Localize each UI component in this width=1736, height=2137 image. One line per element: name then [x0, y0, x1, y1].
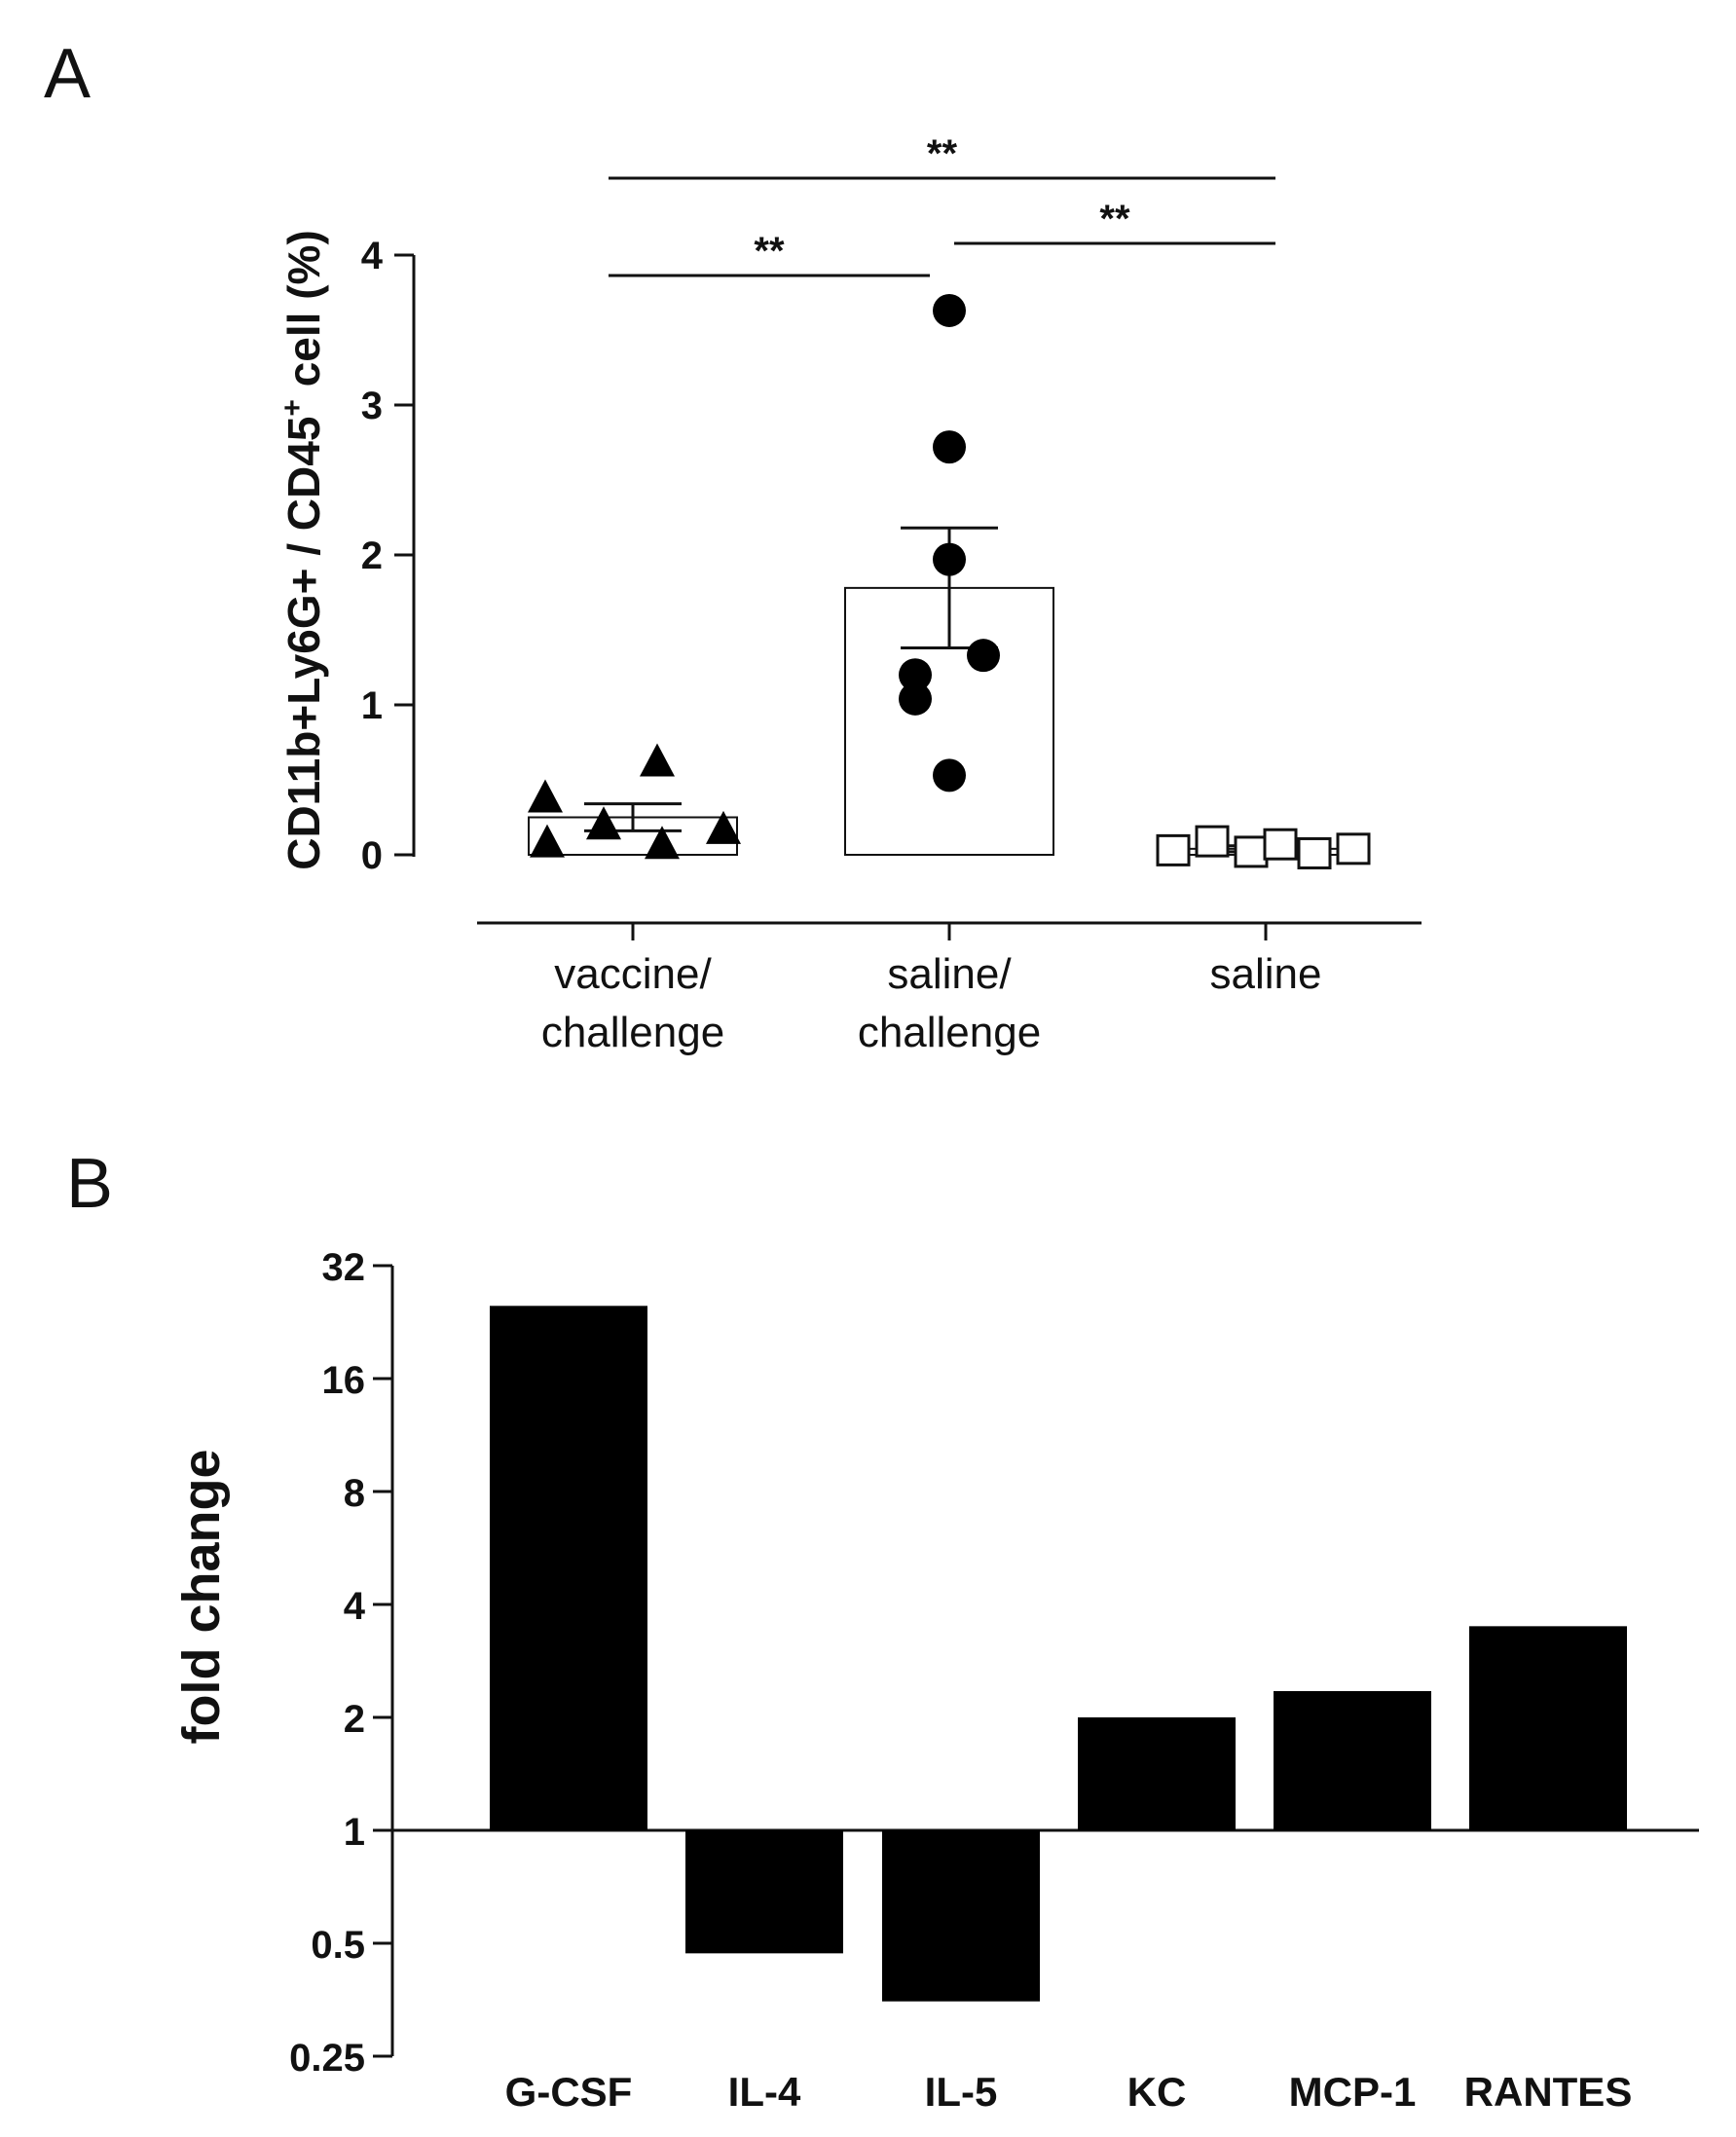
- x-category-label: challenge: [858, 1009, 1041, 1056]
- panel-b-label: B: [66, 1145, 113, 1223]
- data-point-triangle: [645, 826, 680, 860]
- panel-b-y-axis-label: fold change: [172, 1449, 231, 1744]
- bar-kc: [1078, 1717, 1236, 1830]
- y-tick-label: 4: [361, 235, 384, 277]
- y-tick-label: 0.25: [289, 2037, 365, 2080]
- y-tick-label: 0: [361, 834, 383, 877]
- y-tick-label: 8: [344, 1472, 365, 1515]
- data-point-square: [1336, 832, 1371, 866]
- y-label-tail: cell (%): [278, 230, 329, 399]
- data-point-circle: [899, 682, 932, 716]
- data-point-square: [1156, 833, 1191, 866]
- x-category-label: challenge: [541, 1009, 724, 1056]
- data-point-triangle: [706, 810, 741, 844]
- x-category-label: saline: [1210, 950, 1322, 998]
- x-category-label: IL-4: [728, 2069, 801, 2115]
- y-tick-label: 2: [361, 534, 383, 577]
- y-tick-label: 4: [344, 1585, 366, 1628]
- data-point-square: [1234, 835, 1269, 868]
- bar-il-4: [685, 1830, 843, 1954]
- x-category-label: KC: [1127, 2069, 1187, 2115]
- y-tick-label: 32: [322, 1246, 366, 1289]
- data-point-circle: [933, 542, 966, 576]
- panel-a-chart: 0 1 2 3 4 vaccine/challenge saline/challenge sa…: [361, 132, 1422, 1056]
- significance-label: **: [754, 230, 785, 273]
- x-category-label: vaccine/: [554, 950, 712, 998]
- panel-a-y-axis-label: CD11b+Ly6G+ / CD45+ cell (%): [277, 230, 329, 870]
- panel-a-label: A: [44, 35, 91, 113]
- bar-rantes: [1469, 1626, 1627, 1830]
- bar-mcp-1: [1274, 1691, 1431, 1830]
- significance-label: **: [927, 132, 958, 175]
- data-point-triangle: [528, 779, 563, 813]
- y-tick-label: 16: [322, 1359, 366, 1402]
- x-category-label: saline/: [887, 950, 1012, 998]
- data-point-square: [1263, 828, 1298, 861]
- y-label-main: CD11b+Ly6G+ / CD45: [278, 417, 329, 870]
- y-label-superscript: +: [277, 399, 309, 417]
- data-point-circle: [933, 758, 966, 792]
- data-point-triangle: [530, 824, 565, 858]
- data-point-circle: [899, 658, 932, 692]
- data-point-circle: [933, 430, 966, 464]
- y-tick-label: 0.5: [311, 1924, 365, 1967]
- x-category-label: RANTES: [1464, 2069, 1633, 2115]
- x-category-label: G-CSF: [505, 2069, 633, 2115]
- x-category-label: IL-5: [925, 2069, 998, 2115]
- y-tick-label: 1: [361, 684, 383, 727]
- bar-g-csf: [490, 1306, 647, 1830]
- bar-il-5: [882, 1830, 1040, 2002]
- panel-b-chart: 0.25 0.5 1 2 4 8 16 32 G-CSF IL-4 IL-5 KC MCP-1 RANTE…: [289, 1246, 1699, 2115]
- data-point-triangle: [640, 743, 675, 777]
- y-tick-label: 1: [344, 1811, 365, 1854]
- data-point-triangle: [586, 806, 621, 840]
- y-tick-label: 3: [361, 385, 383, 427]
- significance-label: **: [1099, 198, 1130, 240]
- x-category-label: MCP-1: [1289, 2069, 1417, 2115]
- y-tick-label: 2: [344, 1698, 365, 1741]
- data-point-circle: [967, 639, 1000, 673]
- data-point-square: [1195, 825, 1230, 858]
- data-point-circle: [933, 293, 966, 327]
- data-point-square: [1297, 836, 1332, 869]
